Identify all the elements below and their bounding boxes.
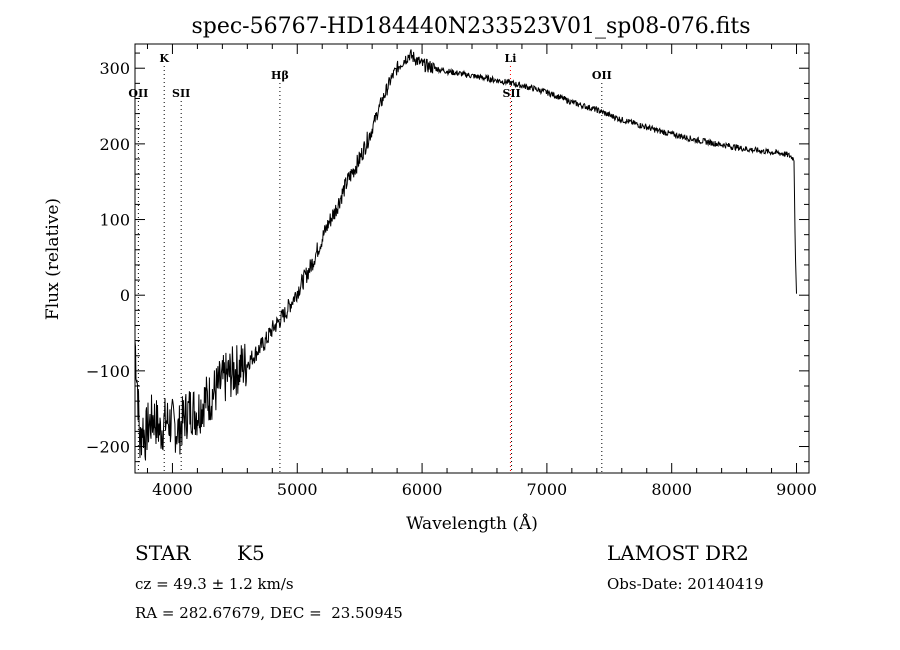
- spectral-line-markers: K OII SII Hβ Li SII OII: [128, 52, 612, 473]
- coordinates-text: RA = 282.67679, DEC = 23.50945: [135, 604, 403, 622]
- plot-frame: [134, 43, 810, 474]
- x-axis: 4000 5000 6000 7000 8000 9000: [146, 44, 817, 499]
- survey-name: LAMOST DR2: [607, 541, 749, 565]
- object-subclass: K5: [237, 541, 265, 565]
- y-tick-label: 0: [120, 286, 130, 305]
- spectral-line-label: Li: [504, 52, 516, 65]
- spectral-line-label: Hβ: [271, 69, 289, 82]
- x-tick-label: 5000: [277, 480, 318, 499]
- y-tick-label: 100: [99, 211, 130, 230]
- x-tick-label: 9000: [776, 480, 817, 499]
- redshift-text: cz = 49.3 ± 1.2 km/s: [135, 575, 294, 593]
- obs-date-text: Obs-Date: 20140419: [607, 575, 764, 593]
- spectral-line-label: K: [159, 52, 169, 65]
- chart-title: spec-56767-HD184440N233523V01_sp08-076.f…: [191, 14, 750, 39]
- y-tick-label: 300: [99, 59, 130, 78]
- x-axis-label: Wavelength (Å): [406, 513, 538, 534]
- spectral-line-label: OII: [128, 87, 148, 100]
- spectral-line-label: OII: [592, 69, 612, 82]
- y-tick-label: −200: [86, 438, 130, 457]
- x-tick-label: 8000: [651, 480, 692, 499]
- object-class: STAR: [135, 541, 191, 565]
- spectrum-line: [134, 49, 797, 461]
- y-tick-label: −100: [86, 362, 130, 381]
- x-tick-label: 6000: [402, 480, 443, 499]
- x-tick-label: 7000: [527, 480, 568, 499]
- y-axis-label: Flux (relative): [43, 198, 63, 320]
- spectral-line-label: SII: [172, 87, 190, 100]
- spectral-line-label: SII: [502, 87, 520, 100]
- y-tick-label: 200: [99, 135, 130, 154]
- y-axis: −200 −100 0 100 200 300: [86, 52, 809, 463]
- x-tick-label: 4000: [152, 480, 193, 499]
